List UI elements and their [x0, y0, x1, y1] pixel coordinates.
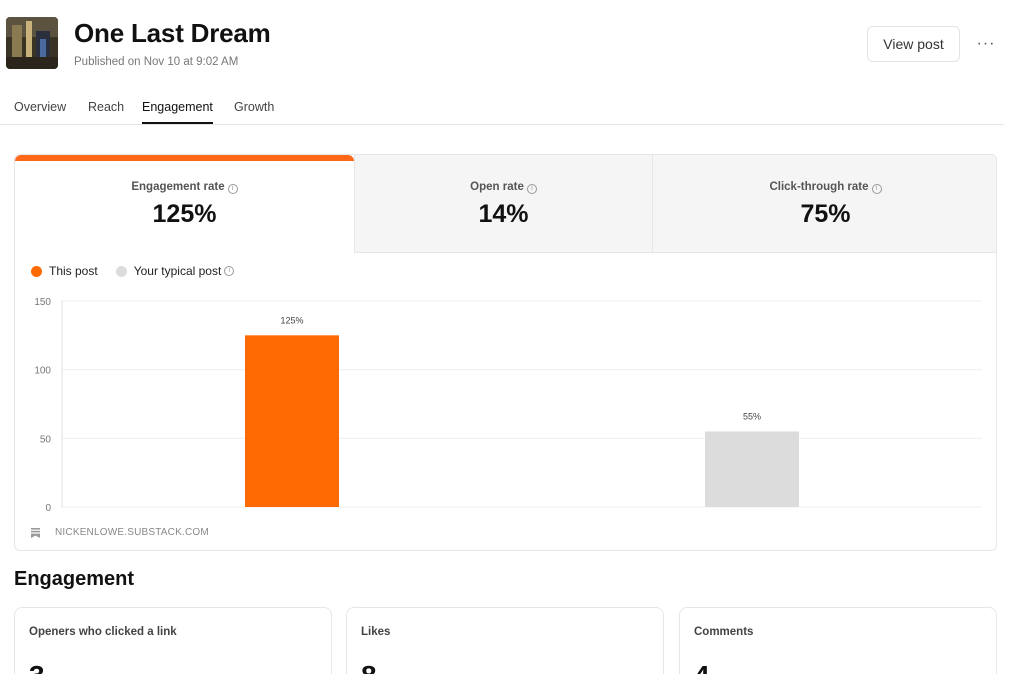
bar-this-post: [245, 335, 339, 507]
tab-growth[interactable]: Growth: [234, 100, 275, 114]
metric-value: 14%: [478, 200, 529, 228]
metric-value: 125%: [152, 200, 217, 228]
legend-dot-icon: [31, 265, 42, 277]
bar-typical-post: [705, 431, 799, 507]
tab-reach[interactable]: Reach: [88, 100, 125, 114]
metric-engagement-rate[interactable]: Engagement rate i 125%: [15, 155, 354, 253]
legend-item-typical-post[interactable]: Your typical post i: [115, 264, 235, 278]
stat-label: Likes: [361, 626, 391, 638]
info-icon[interactable]: i: [526, 184, 537, 194]
chart-legend: This post Your typical post i: [31, 264, 252, 278]
chart-footer: NICKENLOWE.SUBSTACK.COM: [31, 527, 209, 538]
y-tick-label: 0: [45, 503, 51, 514]
metric-label-text: Engagement rate: [131, 181, 225, 193]
y-tick-label: 50: [40, 434, 52, 445]
stat-value: 4: [694, 660, 710, 674]
more-options-icon[interactable]: ···: [976, 35, 996, 52]
info-icon[interactable]: i: [871, 184, 882, 194]
stat-label: Comments: [694, 626, 754, 638]
stat-card-comments: Comments 4: [679, 607, 997, 674]
stat-label: Openers who clicked a link: [29, 626, 177, 638]
post-thumbnail: [6, 17, 58, 69]
bar-value-label: 55%: [743, 411, 761, 421]
metric-value: 75%: [800, 200, 851, 228]
engagement-bar-chart: 0 50 100 150 125% 55%: [34, 297, 982, 514]
metrics-card: Engagement rate i 125% Open rate i 14% Cli…: [14, 154, 997, 551]
view-post-button[interactable]: View post: [867, 26, 960, 62]
metric-label-text: Click-through rate: [769, 181, 869, 193]
publication-url: NICKENLOWE.SUBSTACK.COM: [55, 527, 209, 538]
stat-value: 8: [361, 660, 377, 674]
legend-label: Your typical post: [133, 264, 222, 278]
tab-bar: Overview Reach Engagement Growth: [0, 96, 1004, 125]
metric-label-text: Open rate: [470, 181, 524, 193]
legend-dot-icon: [115, 265, 127, 277]
metric-label: Click-through rate i: [653, 181, 996, 194]
stat-card-likes: Likes 8: [346, 607, 664, 674]
legend-item-this-post[interactable]: This post: [31, 264, 98, 278]
y-tick-label: 150: [34, 297, 51, 308]
metric-label: Engagement rate i: [15, 181, 354, 194]
metric-click-through-rate[interactable]: Click-through rate i 75%: [652, 155, 996, 253]
stat-value: 3: [29, 660, 45, 674]
post-header: One Last Dream Published on Nov 10 at 9:…: [0, 0, 1024, 90]
metric-open-rate[interactable]: Open rate i 14%: [354, 155, 652, 253]
engagement-section-title: Engagement: [14, 568, 135, 590]
info-icon[interactable]: i: [224, 266, 235, 276]
tab-engagement[interactable]: Engagement: [142, 100, 213, 124]
stat-card-openers-clicked: Openers who clicked a link 3: [14, 607, 332, 674]
y-tick-label: 100: [34, 366, 51, 377]
published-date: Published on Nov 10 at 9:02 AM: [74, 56, 239, 68]
post-title: One Last Dream: [74, 18, 271, 48]
metric-label: Open rate i: [355, 181, 652, 194]
tab-overview[interactable]: Overview: [14, 100, 67, 114]
bar-value-label: 125%: [280, 315, 303, 325]
legend-label: This post: [49, 264, 98, 278]
substack-icon: [31, 527, 40, 538]
info-icon[interactable]: i: [227, 184, 238, 194]
